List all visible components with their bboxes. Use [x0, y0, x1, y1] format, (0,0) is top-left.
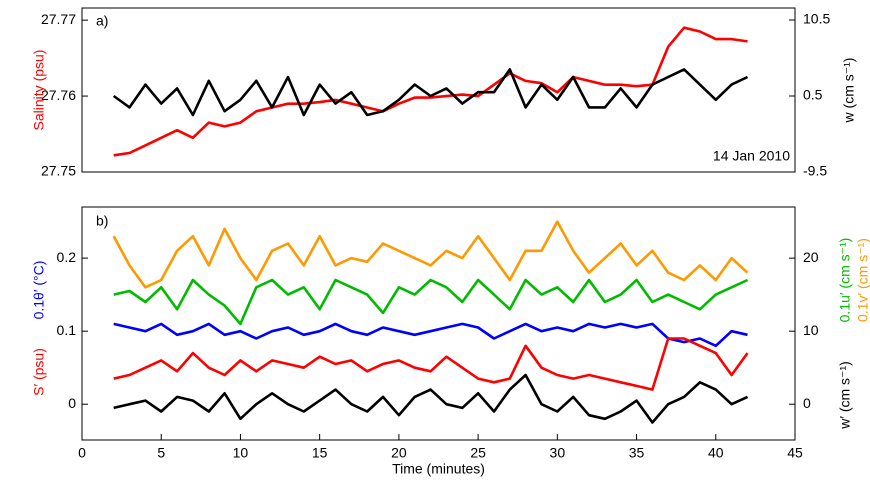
- y2-tick-label: 0.5: [803, 87, 823, 103]
- data-line: [112, 68, 749, 117]
- y-tick-label: 27.75: [41, 163, 76, 179]
- x-tick-label: 30: [550, 445, 566, 461]
- annotation: a): [96, 13, 108, 29]
- data-line: [113, 26, 748, 157]
- x-tick-label: 20: [391, 445, 407, 461]
- y-axis-label: 0.1θ′ (°C): [31, 261, 47, 320]
- data-line: [113, 373, 749, 424]
- x-tick-label: 35: [629, 445, 645, 461]
- x-axis-label: Time (minutes): [392, 461, 485, 477]
- plot-frame: [81, 206, 796, 441]
- y-axis-label: Salinity (psu): [31, 50, 47, 131]
- y2-tick-label: 10: [803, 322, 819, 338]
- y-tick-label: 0.2: [57, 249, 77, 265]
- y-tick-label: 0: [68, 395, 76, 411]
- y2-axis-label: w (cm s⁻¹): [841, 58, 857, 124]
- data-line: [113, 337, 749, 391]
- annotation: b): [96, 213, 108, 229]
- x-tick-label: 10: [233, 445, 249, 461]
- y2-axis-label: 0.1u′ (cm s⁻¹): [837, 238, 853, 323]
- annotation: 14 Jan 2010: [713, 148, 790, 164]
- x-tick-label: 40: [708, 445, 724, 461]
- y-tick-label: 0.1: [57, 322, 77, 338]
- y2-axis-label: 0.1v′ (cm s⁻¹): [855, 238, 870, 322]
- y2-axis-label: w′ (cm s⁻¹): [837, 361, 853, 430]
- x-tick-label: 25: [470, 445, 486, 461]
- y2-tick-label: 0: [803, 395, 811, 411]
- y-tick-label: 27.77: [41, 11, 76, 27]
- data-line: [112, 220, 749, 289]
- data-line: [113, 278, 749, 326]
- y-axis-label: S′ (psu): [31, 348, 47, 396]
- x-tick-label: 45: [787, 445, 803, 461]
- y2-tick-label: -9.5: [803, 163, 827, 179]
- plot-frame: [81, 7, 796, 173]
- y2-tick-label: 10.5: [803, 11, 830, 27]
- y-tick-label: 27.76: [41, 87, 76, 103]
- x-tick-label: 5: [157, 445, 165, 461]
- data-line: [113, 322, 748, 348]
- x-tick-label: 15: [312, 445, 328, 461]
- y2-tick-label: 20: [803, 249, 819, 265]
- x-tick-label: 0: [78, 445, 86, 461]
